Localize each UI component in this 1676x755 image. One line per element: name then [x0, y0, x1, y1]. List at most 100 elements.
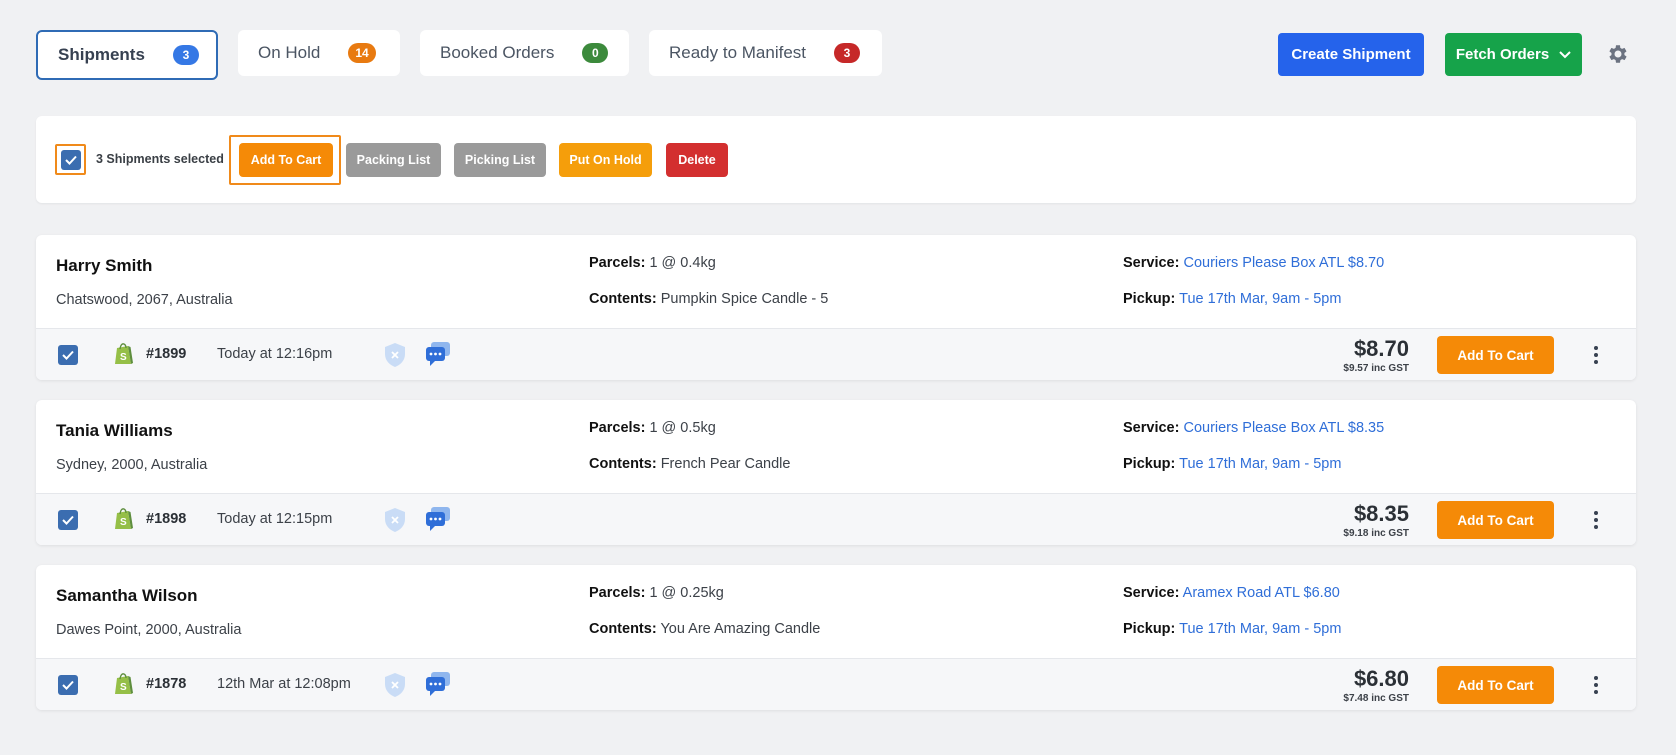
contents-value: Pumpkin Spice Candle - 5 — [660, 291, 829, 307]
service-label: Service: — [1123, 585, 1180, 601]
svg-text:S: S — [120, 682, 127, 693]
tab-label: On Hold — [258, 43, 321, 62]
check-icon — [64, 155, 77, 165]
row-checkbox[interactable] — [58, 510, 78, 530]
contents-value: French Pear Candle — [660, 456, 791, 472]
shield-icon[interactable] — [384, 507, 406, 533]
contents-field: Contents: Pumpkin Spice Candle - 5 — [589, 291, 828, 307]
contents-field: Contents: French Pear Candle — [589, 456, 790, 472]
more-options-icon[interactable] — [1593, 675, 1599, 695]
count-badge: 3 — [834, 43, 861, 63]
selection-count: 3 Shipments selected — [96, 152, 224, 166]
shield-icon[interactable] — [384, 672, 406, 698]
add-to-cart-button[interactable]: Add To Cart — [1437, 666, 1554, 704]
gear-icon[interactable] — [1606, 42, 1630, 66]
customer-address: Dawes Point, 2000, Australia — [56, 622, 242, 638]
packing-list-button[interactable]: Packing List — [346, 143, 441, 177]
check-icon — [62, 350, 74, 360]
tab-label: Booked Orders — [440, 43, 555, 62]
chat-icon[interactable] — [425, 341, 451, 367]
svg-text:S: S — [120, 352, 127, 363]
service-link[interactable]: Couriers Please Box ATL $8.35 — [1183, 420, 1385, 436]
tab-label: Shipments — [58, 45, 145, 64]
tab-booked-orders[interactable]: Booked Orders 0 — [420, 30, 629, 76]
pickup-field: Pickup: Tue 17th Mar, 9am - 5pm — [1123, 456, 1341, 472]
customer-name: Tania Williams — [56, 421, 173, 440]
create-shipment-button[interactable]: Create Shipment — [1278, 33, 1424, 76]
tab-on-hold[interactable]: On Hold 14 — [238, 30, 400, 76]
parcels-label: Parcels: — [589, 585, 646, 601]
pickup-link[interactable]: Tue 17th Mar, 9am - 5pm — [1179, 621, 1342, 637]
delete-button[interactable]: Delete — [666, 143, 728, 177]
pickup-field: Pickup: Tue 17th Mar, 9am - 5pm — [1123, 621, 1341, 637]
contents-label: Contents: — [589, 621, 657, 637]
contents-label: Contents: — [589, 291, 657, 307]
create-shipment-label: Create Shipment — [1291, 46, 1411, 63]
parcels-field: Parcels: 1 @ 0.4kg — [589, 255, 716, 271]
price-inc-gst: $7.48 inc GST — [1343, 693, 1409, 704]
order-time: 12th Mar at 12:08pm — [217, 676, 351, 692]
shipment-card: Tania Williams Sydney, 2000, Australia P… — [36, 400, 1636, 545]
service-label: Service: — [1123, 420, 1180, 436]
chat-icon[interactable] — [425, 671, 451, 697]
add-to-cart-button[interactable]: Add To Cart — [239, 143, 333, 177]
customer-address: Chatswood, 2067, Australia — [56, 292, 233, 308]
add-to-cart-button[interactable]: Add To Cart — [1437, 501, 1554, 539]
contents-field: Contents: You Are Amazing Candle — [589, 621, 820, 637]
tab-shipments[interactable]: Shipments 3 — [36, 30, 218, 80]
customer-address: Sydney, 2000, Australia — [56, 457, 208, 473]
contents-label: Contents: — [589, 456, 657, 472]
shipment-footer: S #1878 12th Mar at 12:08pm $6.80 $7.48 … — [36, 658, 1636, 710]
shopify-icon: S — [115, 343, 133, 364]
pickup-link[interactable]: Tue 17th Mar, 9am - 5pm — [1179, 291, 1342, 307]
chevron-down-icon — [1559, 50, 1571, 58]
service-field: Service: Couriers Please Box ATL $8.70 — [1123, 255, 1384, 271]
service-link[interactable]: Couriers Please Box ATL $8.70 — [1183, 255, 1385, 271]
picking-list-button[interactable]: Picking List — [454, 143, 546, 177]
check-icon — [62, 680, 74, 690]
put-on-hold-button[interactable]: Put On Hold — [559, 143, 652, 177]
check-icon — [62, 515, 74, 525]
count-badge: 14 — [348, 43, 376, 63]
pickup-label: Pickup: — [1123, 621, 1176, 637]
shield-icon[interactable] — [384, 342, 406, 368]
order-time: Today at 12:15pm — [217, 511, 333, 527]
service-label: Service: — [1123, 255, 1180, 271]
price-inc-gst: $9.18 inc GST — [1343, 528, 1409, 539]
tab-ready-to-manifest[interactable]: Ready to Manifest 3 — [649, 30, 882, 76]
pickup-label: Pickup: — [1123, 456, 1176, 472]
bulk-action-bar: 3 Shipments selected Add To Cart Packing… — [36, 116, 1636, 203]
count-badge: 3 — [172, 45, 199, 65]
parcels-label: Parcels: — [589, 420, 646, 436]
service-field: Service: Couriers Please Box ATL $8.35 — [1123, 420, 1384, 436]
chat-icon[interactable] — [425, 506, 451, 532]
row-checkbox[interactable] — [58, 345, 78, 365]
pickup-link[interactable]: Tue 17th Mar, 9am - 5pm — [1179, 456, 1342, 472]
shipment-price: $8.70 — [1353, 336, 1409, 361]
shipment-price: $6.80 — [1353, 666, 1409, 691]
order-number[interactable]: #1898 — [146, 511, 187, 527]
parcels-value: 1 @ 0.4kg — [649, 255, 716, 271]
parcels-value: 1 @ 0.5kg — [649, 420, 716, 436]
order-number[interactable]: #1899 — [146, 346, 187, 362]
parcels-value: 1 @ 0.25kg — [649, 585, 724, 601]
shipment-card: Harry Smith Chatswood, 2067, Australia P… — [36, 235, 1636, 380]
pickup-label: Pickup: — [1123, 291, 1176, 307]
service-link[interactable]: Aramex Road ATL $6.80 — [1182, 585, 1340, 601]
fetch-orders-button[interactable]: Fetch Orders — [1445, 33, 1582, 76]
more-options-icon[interactable] — [1593, 345, 1599, 365]
more-options-icon[interactable] — [1593, 510, 1599, 530]
add-to-cart-button[interactable]: Add To Cart — [1437, 336, 1554, 374]
select-all-checkbox[interactable] — [55, 144, 86, 175]
contents-value: You Are Amazing Candle — [660, 621, 821, 637]
shipment-price: $8.35 — [1353, 501, 1409, 526]
fetch-orders-label: Fetch Orders — [1455, 46, 1550, 63]
shipment-footer: S #1899 Today at 12:16pm $8.70 $9.57 inc… — [36, 328, 1636, 380]
row-checkbox[interactable] — [58, 675, 78, 695]
parcels-label: Parcels: — [589, 255, 646, 271]
service-field: Service: Aramex Road ATL $6.80 — [1123, 585, 1340, 601]
order-number[interactable]: #1878 — [146, 676, 187, 692]
svg-text:S: S — [120, 517, 127, 528]
price-inc-gst: $9.57 inc GST — [1343, 363, 1409, 374]
count-badge: 0 — [582, 43, 609, 63]
